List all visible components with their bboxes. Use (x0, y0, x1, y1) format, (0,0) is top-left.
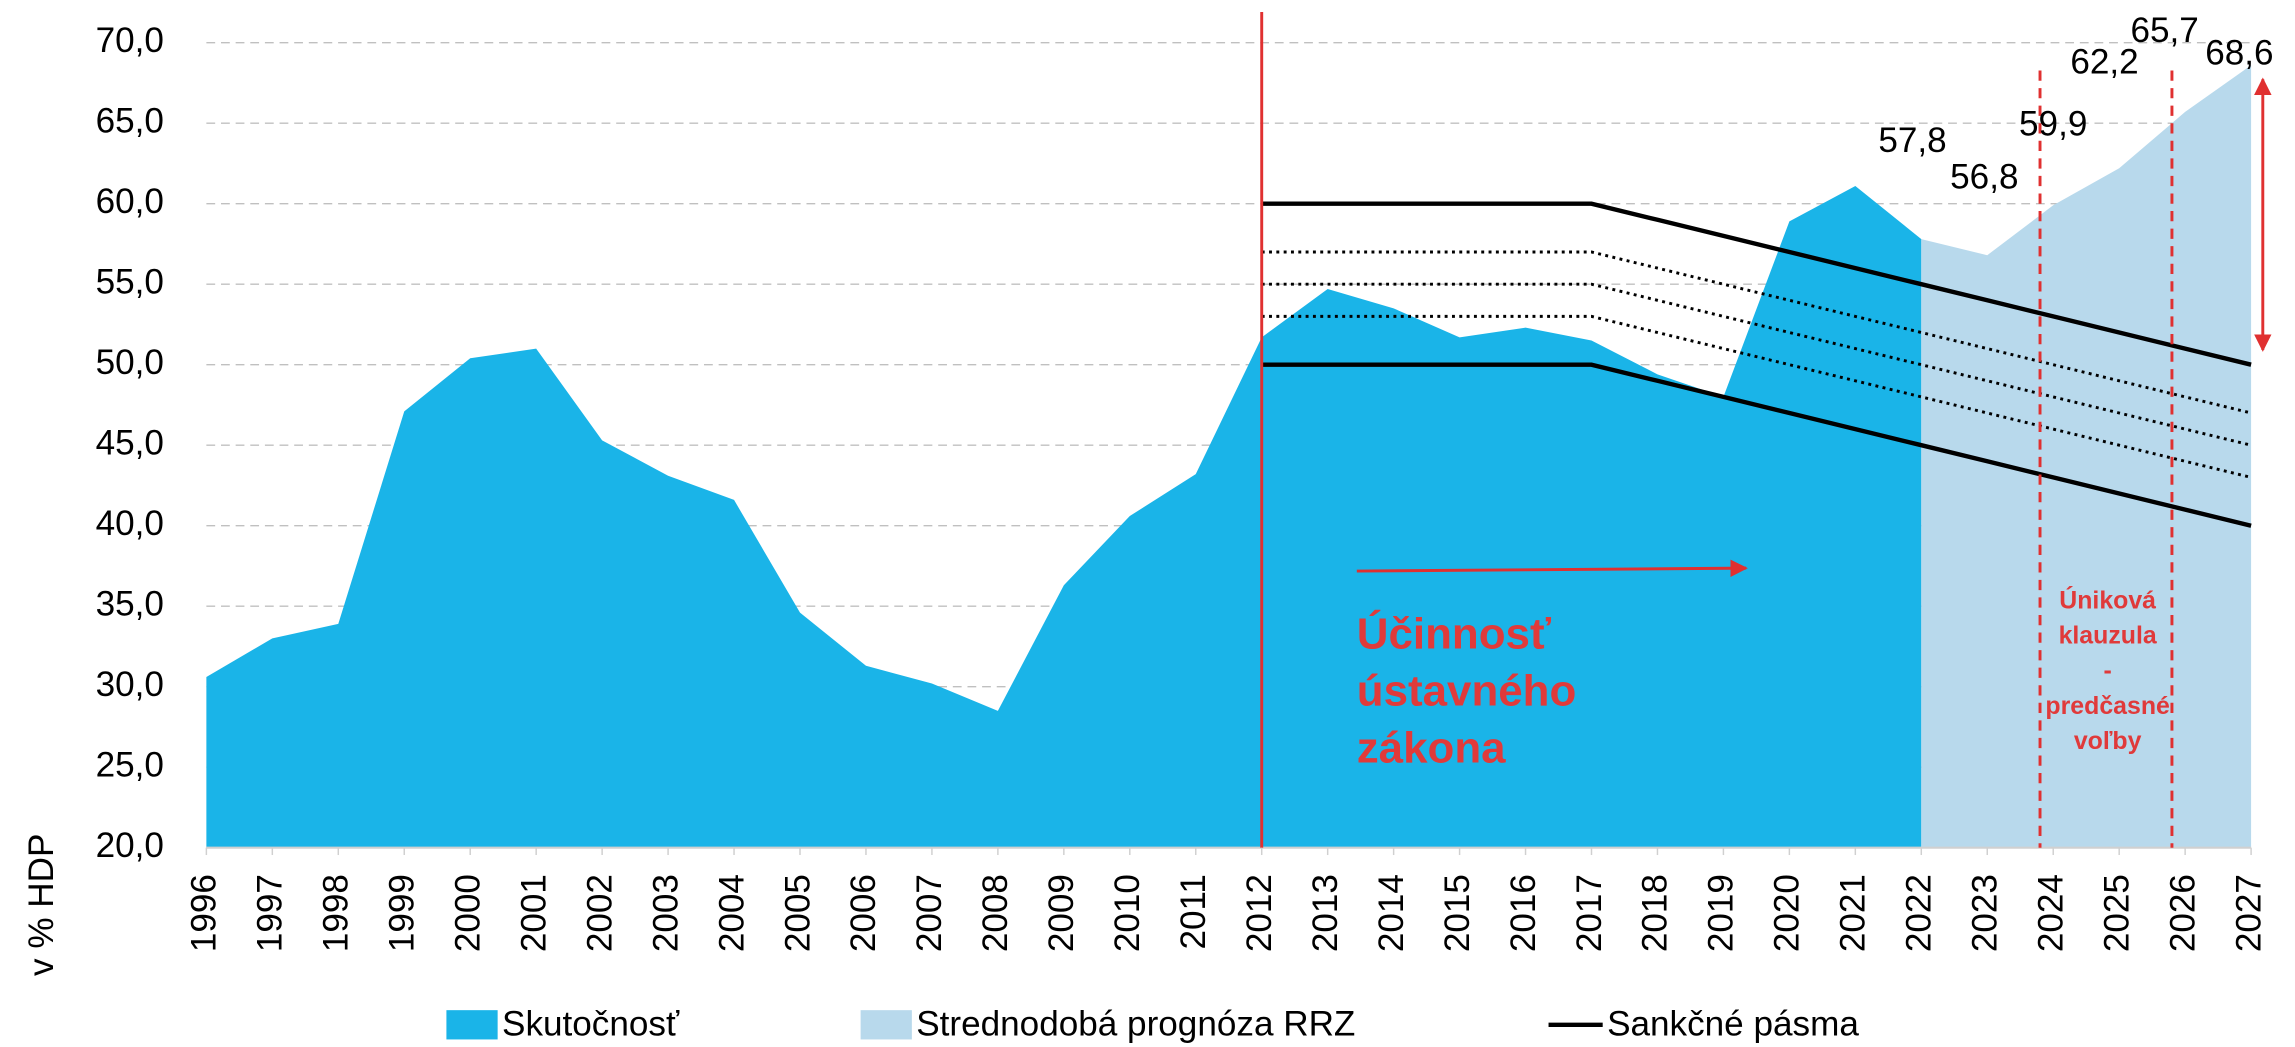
legend-label: Skutočnosť (502, 1005, 680, 1044)
legend-swatch (860, 1010, 912, 1040)
y-tick-label: 60,0 (96, 182, 164, 221)
area (1921, 65, 2252, 848)
y-tick-label: 45,0 (96, 423, 164, 462)
x-tick-label: 2001 (514, 874, 553, 952)
annotation: Úniková (2059, 584, 2156, 614)
x-tick-label: 2019 (1702, 874, 1741, 952)
x-tick-label: 1999 (383, 874, 422, 952)
x-tick-label: 2016 (1504, 874, 1543, 952)
legend-swatch (446, 1010, 498, 1040)
annotation: predčasné (2045, 692, 2169, 720)
y-tick-label: 50,0 (96, 343, 164, 382)
data-label: 62,2 (2070, 43, 2138, 82)
data-label: 65,7 (2130, 11, 2198, 50)
x-tick-label: 2011 (1174, 874, 1213, 950)
x-tick-label: 2026 (2163, 874, 2202, 952)
data-label: 68,6 (2205, 33, 2273, 72)
legend-label: Sankčné pásma (1607, 1005, 1859, 1044)
x-tick-label: 2007 (910, 874, 949, 952)
x-tick-label: 2008 (976, 874, 1015, 952)
data-label: 57,8 (1878, 121, 1946, 160)
x-tick-label: 2009 (1042, 874, 1081, 952)
x-tick-label: 2014 (1372, 874, 1411, 952)
y-tick-label: 35,0 (96, 584, 164, 623)
x-tick-label: 2002 (580, 874, 619, 952)
band-line (1261, 314, 2252, 479)
x-tick-label: 2024 (2031, 874, 2070, 952)
annotation: - (2104, 657, 2112, 685)
x-tick-label: 2020 (1768, 874, 1807, 952)
x-tick-label: 2012 (1240, 874, 1279, 952)
arrow (1356, 559, 1748, 578)
x-tick-label: 2025 (2097, 874, 2136, 952)
x-tick-label: 1996 (185, 874, 224, 952)
x-tick-label: 2005 (778, 874, 817, 952)
x-tick-label: 2003 (646, 874, 685, 952)
band-line (1261, 250, 2252, 415)
data-label: 59,9 (2019, 105, 2087, 144)
legend-label: Strednodobá prognóza RRZ (916, 1005, 1355, 1044)
x-tick-label: 1998 (317, 874, 356, 952)
y-tick-label: 55,0 (96, 262, 164, 301)
x-tick-label: 2004 (712, 874, 751, 952)
x-tick-label: 2010 (1108, 874, 1147, 952)
y-tick-label: 25,0 (96, 745, 164, 784)
annotation: zákona (1357, 724, 1506, 773)
band-line (1261, 282, 2252, 447)
x-tick-label: 2027 (2229, 874, 2268, 952)
x-tick-label: 1997 (251, 874, 290, 952)
annotation: voľby (2074, 727, 2142, 755)
y-axis-label: v % HDP (22, 834, 61, 976)
area (206, 185, 1922, 848)
y-tick-label: 70,0 (96, 21, 164, 60)
x-tick-label: 2013 (1306, 874, 1345, 952)
x-tick-label: 2021 (1834, 874, 1873, 952)
band-line (1261, 201, 2252, 367)
x-tick-label: 2022 (1900, 874, 1939, 952)
annotation: Účinnosť (1357, 609, 1552, 659)
y-tick-label: 20,0 (96, 826, 164, 865)
band-line (1261, 362, 2252, 528)
x-tick-label: 2023 (1966, 874, 2005, 952)
y-tick-label: 40,0 (96, 504, 164, 543)
annotation: klauzula (2059, 622, 2157, 650)
y-tick-label: 30,0 (96, 665, 164, 704)
y-tick-label: 65,0 (96, 101, 164, 140)
annotation: ústavného (1357, 667, 1577, 716)
x-tick-label: 2000 (448, 874, 487, 952)
x-tick-label: 2017 (1570, 874, 1609, 952)
x-tick-label: 2006 (844, 874, 883, 952)
x-tick-label: 2018 (1636, 874, 1675, 952)
data-label: 56,8 (1950, 157, 2018, 196)
x-tick-label: 2015 (1438, 874, 1477, 952)
